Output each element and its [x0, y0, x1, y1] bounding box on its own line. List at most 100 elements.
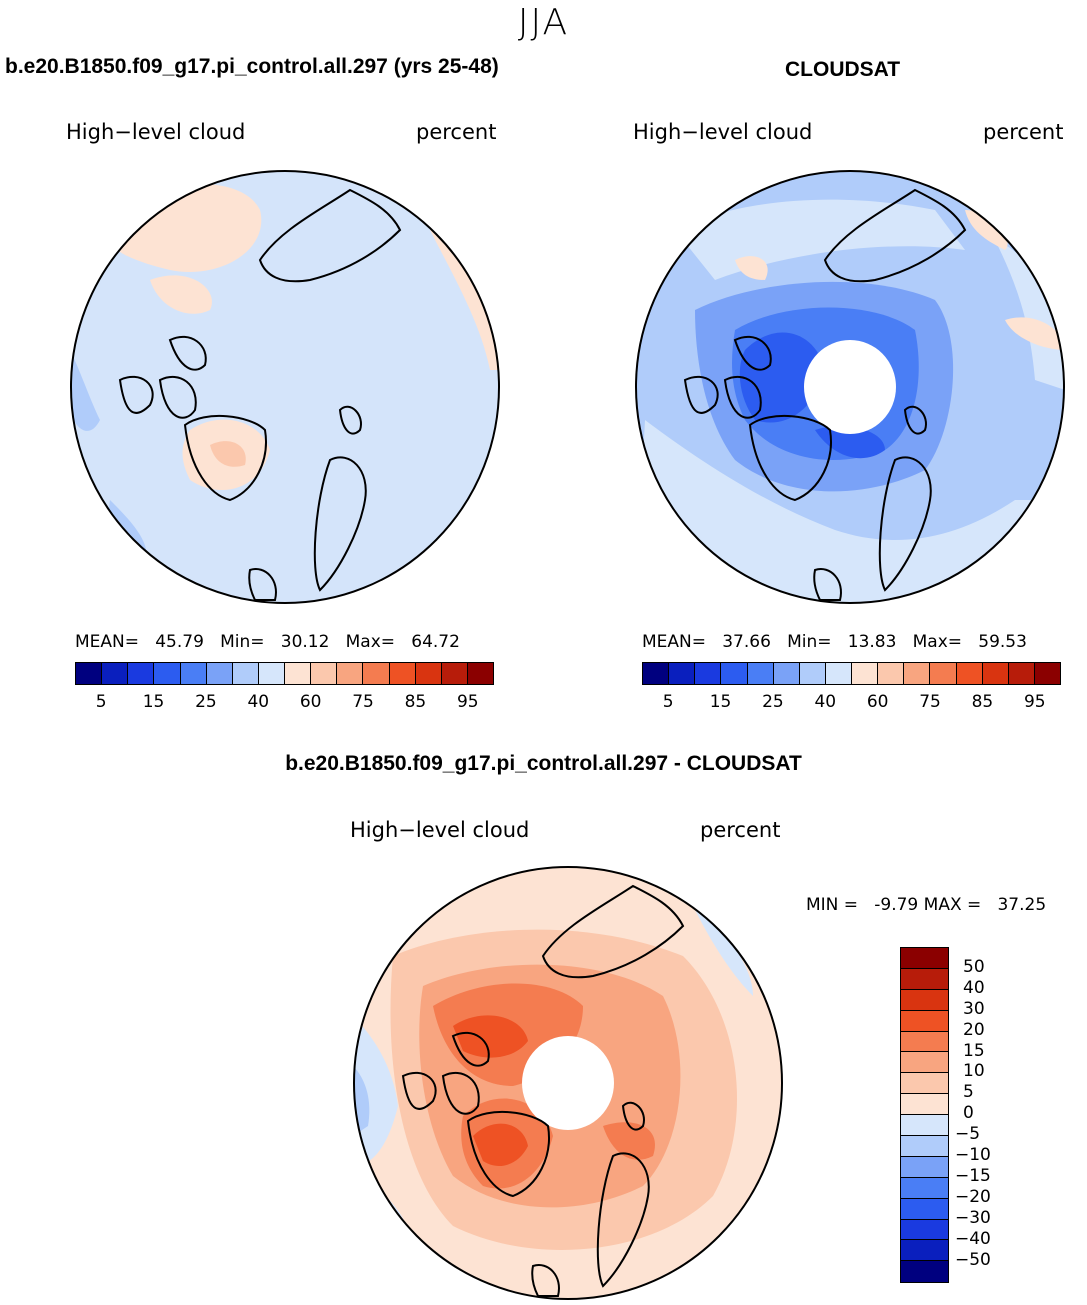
colorbar-swatch	[901, 1094, 948, 1116]
panel2-units: percent	[983, 120, 1064, 144]
colorbar-swatch	[285, 663, 312, 684]
colorbar-swatch	[878, 663, 905, 684]
colorbar-swatch	[467, 663, 493, 684]
panel2-colorbar-labels: 5 15 25 40 60 75 85 95	[642, 692, 1061, 714]
panel1-polar-map	[70, 170, 500, 604]
colorbar-swatch	[799, 663, 826, 684]
colorbar-swatch	[747, 663, 774, 684]
colorbar-tick-label: 5	[963, 1082, 974, 1103]
panel3-colorbar-labels: 50 40 30 20 15 10 5 0 −5 −10 −15 −20 −30 −40 −50	[955, 947, 1015, 1287]
panel2-coastlines	[683, 188, 967, 601]
panel3-min-label: MIN =	[806, 895, 859, 915]
panel3-max-value: 37.25	[997, 895, 1047, 915]
colorbar-swatch	[154, 663, 181, 684]
colorbar-tick-label: 85	[404, 692, 427, 712]
panel3-min-value: -9.79	[874, 895, 919, 915]
colorbar-tick-label: 40	[247, 692, 270, 712]
panel1-variable: High−level cloud	[66, 120, 246, 144]
colorbar-swatch	[901, 1031, 948, 1053]
panel3-max-label: MAX =	[923, 895, 982, 915]
colorbar-swatch	[1008, 663, 1035, 684]
colorbar-tick-label: 95	[456, 692, 479, 712]
colorbar-tick-label: 40	[814, 692, 837, 712]
colorbar-tick-label: 0	[963, 1103, 974, 1124]
colorbar-swatch	[128, 663, 155, 684]
colorbar-swatch	[901, 1073, 948, 1095]
colorbar-swatch	[901, 1136, 948, 1157]
panel2-mean-value: 37.66	[722, 632, 771, 652]
colorbar-swatch	[901, 968, 948, 990]
panel1-colorbar-labels: 5 15 25 40 60 75 85 95	[75, 692, 494, 714]
figure-title: JJA	[517, 2, 570, 43]
panel3-colorbar	[900, 947, 949, 1284]
panel2-title: CLOUDSAT	[785, 58, 901, 81]
panel1-max-label: Max=	[345, 632, 396, 652]
colorbar-swatch	[901, 1261, 948, 1283]
colorbar-swatch	[930, 663, 957, 684]
panel1-mean-value: 45.79	[155, 632, 204, 652]
panel1-coastlines	[118, 188, 402, 601]
panel1-min-value: 30.12	[280, 632, 330, 652]
colorbar-swatch	[206, 663, 233, 684]
colorbar-swatch	[721, 663, 748, 684]
colorbar-swatch	[76, 663, 103, 684]
colorbar-swatch	[337, 663, 364, 684]
colorbar-swatch	[669, 663, 696, 684]
colorbar-swatch	[901, 1240, 948, 1262]
panel2-variable: High−level cloud	[633, 120, 813, 144]
colorbar-tick-label: −30	[955, 1207, 991, 1228]
colorbar-swatch	[901, 948, 948, 969]
panel2-stats: MEAN= 37.66 Min= 13.83 Max= 59.53	[642, 632, 1027, 652]
colorbar-tick-label: −40	[955, 1228, 991, 1249]
colorbar-swatch	[232, 663, 259, 684]
colorbar-swatch	[363, 663, 390, 684]
colorbar-swatch	[258, 663, 285, 684]
colorbar-tick-label: 15	[963, 1040, 985, 1061]
colorbar-tick-label: 10	[963, 1061, 985, 1082]
colorbar-tick-label: 50	[963, 956, 985, 977]
colorbar-swatch	[904, 663, 931, 684]
colorbar-tick-label: 25	[762, 692, 784, 712]
colorbar-swatch	[695, 663, 722, 684]
colorbar-swatch	[389, 663, 416, 684]
colorbar-tick-label: −10	[955, 1145, 991, 1165]
panel2-min-value: 13.83	[847, 632, 897, 652]
panel1-colorbar	[75, 662, 494, 685]
colorbar-swatch	[901, 1177, 948, 1199]
colorbar-swatch	[180, 663, 207, 684]
colorbar-tick-label: 85	[971, 692, 994, 712]
colorbar-swatch	[102, 663, 129, 684]
colorbar-swatch	[643, 663, 670, 684]
colorbar-tick-label: 75	[919, 692, 941, 712]
colorbar-swatch	[901, 989, 948, 1011]
colorbar-tick-label: −5	[955, 1124, 981, 1145]
panel1-mean-label: MEAN=	[75, 632, 139, 652]
panel3-polar-map	[353, 866, 783, 1300]
colorbar-swatch	[441, 663, 468, 684]
colorbar-swatch	[901, 1052, 948, 1074]
panel1-max-value: 64.72	[411, 632, 460, 652]
colorbar-tick-label: 75	[352, 692, 374, 712]
panel3-variable: High−level cloud	[350, 818, 530, 842]
colorbar-swatch	[311, 663, 338, 684]
panel2-min-label: Min=	[787, 632, 832, 652]
colorbar-tick-label: 95	[1023, 692, 1046, 712]
colorbar-tick-label: −15	[955, 1165, 991, 1186]
colorbar-swatch	[901, 1219, 948, 1241]
panel2-mean-label: MEAN=	[642, 632, 706, 652]
colorbar-swatch	[852, 663, 879, 684]
colorbar-tick-label: 40	[963, 977, 985, 998]
panel2-colorbar	[642, 662, 1061, 685]
colorbar-tick-label: −50	[955, 1249, 991, 1270]
panel3-title: b.e20.B1850.f09_g17.pi_control.all.297 -…	[285, 752, 802, 775]
panel2-max-label: Max=	[912, 632, 963, 652]
panel1-stats: MEAN= 45.79 Min= 30.12 Max= 64.72	[75, 632, 460, 652]
panel2-polar-map	[635, 170, 1065, 604]
colorbar-tick-label: 30	[963, 998, 985, 1019]
panel3-coastlines	[401, 884, 685, 1297]
panel1-units: percent	[416, 120, 497, 144]
colorbar-tick-label: 5	[95, 692, 107, 712]
colorbar-swatch	[982, 663, 1009, 684]
panel3-stats: MIN = -9.79 MAX = 37.25	[806, 895, 1046, 915]
colorbar-swatch	[825, 663, 852, 684]
